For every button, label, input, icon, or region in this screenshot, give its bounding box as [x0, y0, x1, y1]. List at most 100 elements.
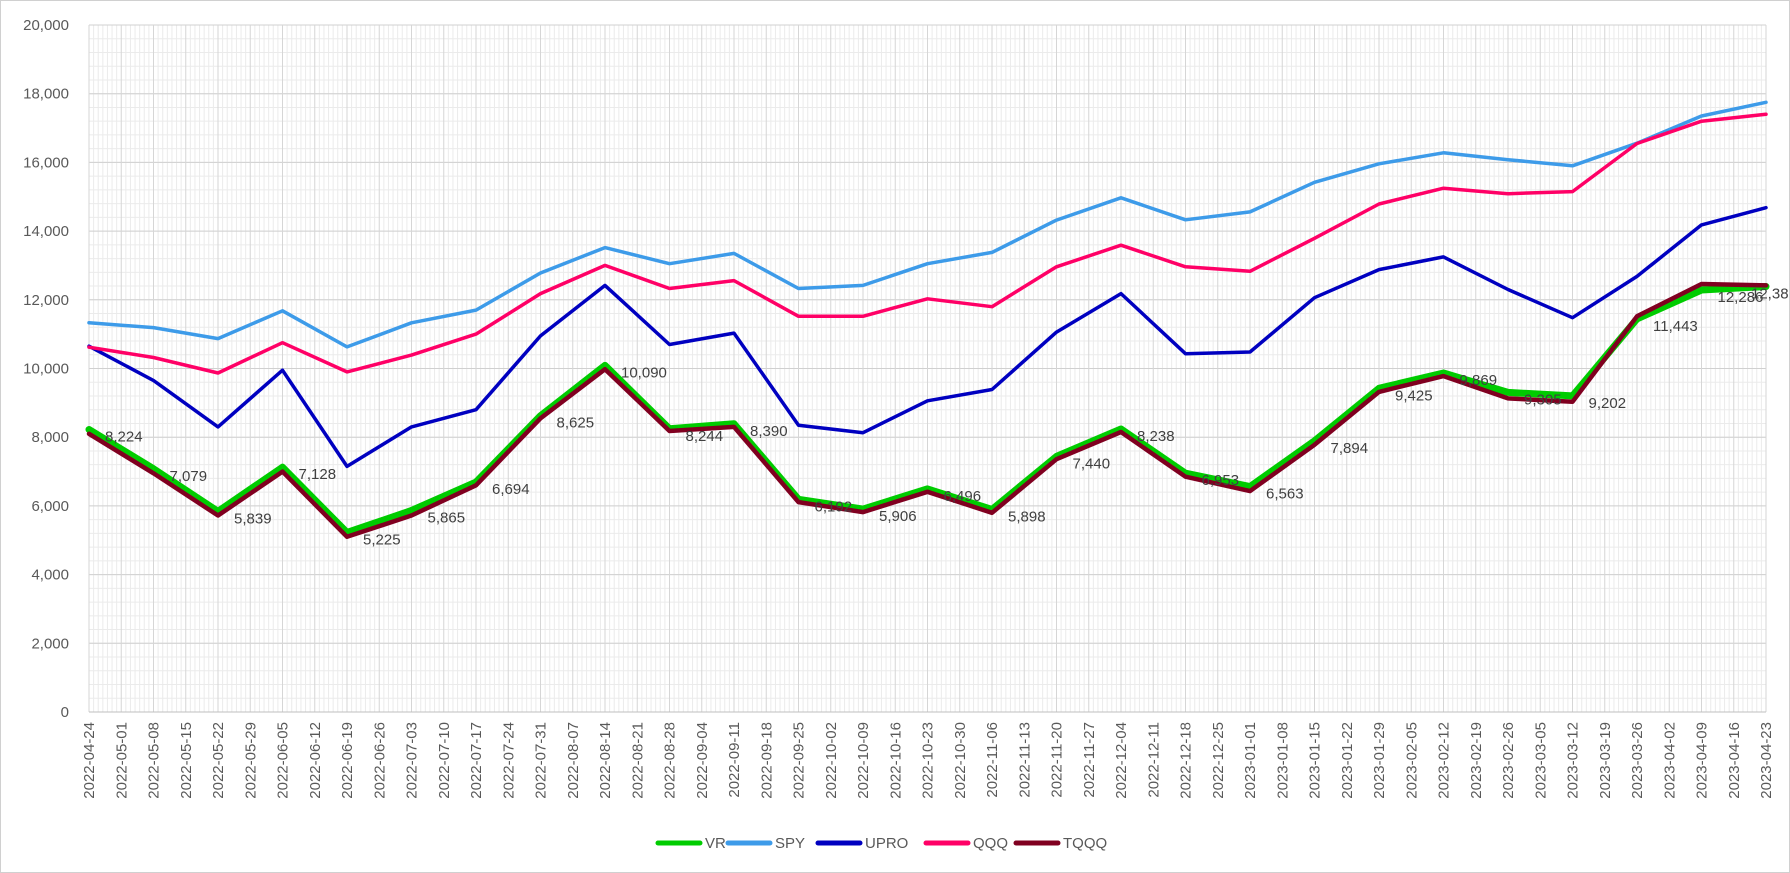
series-qqq — [87, 112, 1768, 375]
x-tick-label: 2022-12-25 — [1210, 722, 1227, 799]
x-tick-label: 2022-07-10 — [436, 722, 453, 799]
x-tick-label: 2022-09-04 — [694, 722, 711, 799]
y-tick-label: 18,000 — [23, 86, 69, 103]
series-upro — [87, 205, 1768, 469]
x-tick-label: 2023-04-09 — [1694, 722, 1711, 799]
data-label: 12,386 — [1751, 286, 1789, 303]
y-tick-label: 12,000 — [23, 292, 69, 309]
x-tick-label: 2022-12-04 — [1113, 722, 1130, 799]
x-tick-label: 2022-11-06 — [984, 722, 1001, 798]
x-tick-label: 2023-01-29 — [1371, 722, 1388, 799]
x-tick-label: 2022-10-23 — [920, 722, 937, 799]
series-line-spy — [87, 100, 1768, 349]
x-tick-label: 2022-10-09 — [855, 722, 872, 799]
data-label: 9,425 — [1395, 387, 1433, 404]
data-label: 6,496 — [944, 488, 982, 505]
data-label: 8,625 — [557, 415, 595, 432]
x-tick-label: 2022-09-25 — [791, 722, 808, 799]
data-label: 7,440 — [1073, 455, 1111, 472]
x-tick-label: 2022-05-01 — [113, 722, 130, 799]
y-tick-label: 8,000 — [31, 429, 69, 446]
y-tick-label: 10,000 — [23, 361, 69, 378]
x-tick-label: 2023-03-05 — [1532, 722, 1549, 799]
x-tick-label: 2022-11-27 — [1081, 722, 1098, 798]
legend-item-vr: VR — [655, 835, 726, 852]
data-label: 9,305 — [1524, 391, 1562, 408]
x-tick-label: 2022-06-26 — [371, 722, 388, 799]
data-label: 6,953 — [1202, 472, 1240, 489]
x-tick-label: 2022-05-15 — [178, 722, 195, 799]
data-label: 5,906 — [879, 508, 917, 525]
series-spy — [87, 100, 1768, 349]
data-label: 9,869 — [1460, 372, 1498, 389]
data-label: 7,894 — [1331, 440, 1369, 457]
legend-label: UPRO — [865, 835, 908, 852]
x-tick-label: 2023-03-12 — [1565, 722, 1582, 799]
x-tick-label: 2022-08-28 — [662, 722, 679, 799]
data-label: 12,286 — [1718, 289, 1764, 306]
x-tick-label: 2022-08-14 — [597, 722, 614, 799]
x-tick-label: 2023-02-05 — [1403, 722, 1420, 799]
data-label: 8,238 — [1137, 428, 1175, 445]
series-line-vr — [85, 283, 1770, 536]
data-label: 11,443 — [1653, 318, 1698, 335]
x-tick-label: 2023-01-01 — [1242, 722, 1259, 799]
x-tick-label: 2023-02-19 — [1468, 722, 1485, 799]
x-tick-label: 2022-12-18 — [1178, 722, 1195, 799]
x-tick-label: 2022-09-11 — [726, 722, 743, 798]
series-lines — [85, 100, 1770, 540]
y-tick-label: 14,000 — [23, 223, 69, 240]
x-tick-label: 2022-07-31 — [533, 722, 550, 799]
major-gridlines — [88, 24, 1767, 713]
data-label: 5,898 — [1008, 508, 1046, 525]
x-tick-label: 2023-01-08 — [1274, 722, 1291, 799]
series-line-qqq — [87, 112, 1768, 375]
data-label: 5,225 — [363, 532, 401, 549]
x-tick-label: 2023-04-23 — [1758, 722, 1775, 799]
data-label: 9,202 — [1589, 395, 1627, 412]
y-axis: 0 2,000 4,000 6,000 8,000 10,000 12,000 14,000 1… — [23, 17, 69, 721]
series-tqqq — [86, 281, 1769, 540]
x-tick-label: 2022-05-22 — [210, 722, 227, 799]
legend-item-qqq: QQQ — [923, 835, 1008, 852]
x-tick-label: 2023-03-19 — [1597, 722, 1614, 799]
x-tick-label: 2023-01-22 — [1339, 722, 1356, 799]
y-tick-label: 16,000 — [23, 154, 69, 171]
x-tick-label: 2022-05-08 — [146, 722, 163, 799]
x-tick-label: 2022-12-11 — [1145, 722, 1162, 798]
x-tick-label: 2022-10-16 — [887, 722, 904, 799]
x-tick-label: 2022-06-12 — [307, 722, 324, 799]
y-tick-label: 4,000 — [31, 567, 69, 584]
legend-item-spy: SPY — [725, 835, 805, 852]
data-label: 6,192 — [815, 498, 853, 515]
legend-item-upro: UPRO — [815, 835, 908, 852]
y-tick-label: 0 — [61, 704, 69, 721]
x-tick-label: 2023-02-12 — [1436, 722, 1453, 799]
legend-label: SPY — [775, 835, 805, 852]
x-tick-label: 2022-08-07 — [565, 722, 582, 799]
legend-label: VR — [705, 835, 726, 852]
x-tick-label: 2022-06-05 — [275, 722, 292, 799]
series-line-tqqq — [86, 281, 1769, 540]
x-tick-label: 2022-06-19 — [339, 722, 356, 799]
data-label: 10,090 — [621, 364, 667, 381]
series-line-upro — [87, 205, 1768, 469]
data-labels: 8,224 7,079 5,839 7,128 5,225 5,865 6,694 8,625… — [105, 286, 1789, 549]
x-tick-label: 2023-02-26 — [1500, 722, 1517, 799]
x-tick-label: 2023-04-02 — [1661, 722, 1678, 799]
data-label: 5,865 — [428, 510, 466, 527]
data-label: 8,244 — [686, 428, 724, 445]
data-label: 7,079 — [170, 468, 208, 485]
x-tick-label: 2022-04-24 — [81, 722, 98, 799]
x-tick-label: 2022-10-30 — [952, 722, 969, 799]
y-tick-label: 20,000 — [23, 17, 69, 34]
data-label: 5,839 — [234, 510, 272, 527]
legend-label: QQQ — [973, 835, 1008, 852]
data-label: 8,390 — [750, 423, 788, 440]
x-tick-label: 2022-07-17 — [468, 722, 485, 799]
data-label: 6,563 — [1266, 486, 1304, 503]
data-label: 8,224 — [105, 429, 143, 446]
data-label: 7,128 — [299, 466, 337, 483]
x-tick-label: 2022-07-24 — [500, 722, 517, 799]
